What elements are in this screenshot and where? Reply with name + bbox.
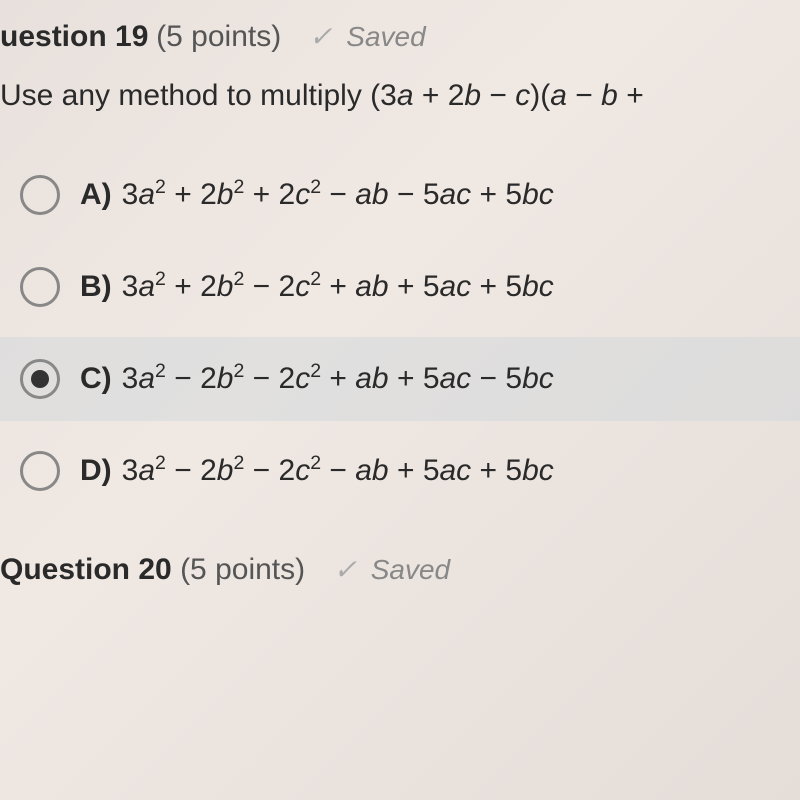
saved-indicator: ✓ Saved: [309, 21, 426, 52]
radio-d[interactable]: [20, 451, 60, 491]
option-a-expr: 3a2 + 2b2 + 2c2 − ab − 5ac + 5bc: [122, 178, 554, 212]
question-20-header: Question 20 (5 points) ✓ Saved: [0, 553, 800, 587]
option-d[interactable]: D) 3a2 − 2b2 − 2c2 − ab + 5ac + 5bc: [0, 429, 800, 513]
option-c-letter: C): [80, 362, 112, 396]
check-icon: ✓: [309, 21, 332, 52]
radio-c[interactable]: [20, 359, 60, 399]
option-b[interactable]: B) 3a2 + 2b2 − 2c2 + ab + 5ac + 5bc: [0, 245, 800, 329]
option-c[interactable]: C) 3a2 − 2b2 − 2c2 + ab + 5ac − 5bc: [0, 337, 800, 421]
check-icon-20: ✓: [333, 554, 356, 585]
question-19-header: uestion 19 (5 points) ✓ Saved: [0, 20, 800, 54]
saved-label: Saved: [346, 21, 425, 52]
option-b-letter: B): [80, 270, 112, 304]
radio-b[interactable]: [20, 267, 60, 307]
question-number: uestion 19: [0, 20, 148, 53]
option-a[interactable]: A) 3a2 + 2b2 + 2c2 − ab − 5ac + 5bc: [0, 153, 800, 237]
saved-label-20: Saved: [371, 554, 450, 585]
question-20-number: Question 20: [0, 553, 172, 586]
options-group: A) 3a2 + 2b2 + 2c2 − ab − 5ac + 5bc B) 3…: [0, 153, 800, 513]
option-a-letter: A): [80, 178, 112, 212]
option-b-expr: 3a2 + 2b2 − 2c2 + ab + 5ac + 5bc: [122, 270, 554, 304]
saved-indicator-20: ✓ Saved: [333, 554, 450, 585]
option-d-letter: D): [80, 454, 112, 488]
question-prompt: Use any method to multiply (3a + 2b − c)…: [0, 79, 800, 113]
question-points: (5 points): [156, 20, 281, 53]
option-c-expr: 3a2 − 2b2 − 2c2 + ab + 5ac − 5bc: [122, 362, 554, 396]
option-d-expr: 3a2 − 2b2 − 2c2 − ab + 5ac + 5bc: [122, 454, 554, 488]
radio-a[interactable]: [20, 175, 60, 215]
question-20-points: (5 points): [180, 553, 305, 586]
